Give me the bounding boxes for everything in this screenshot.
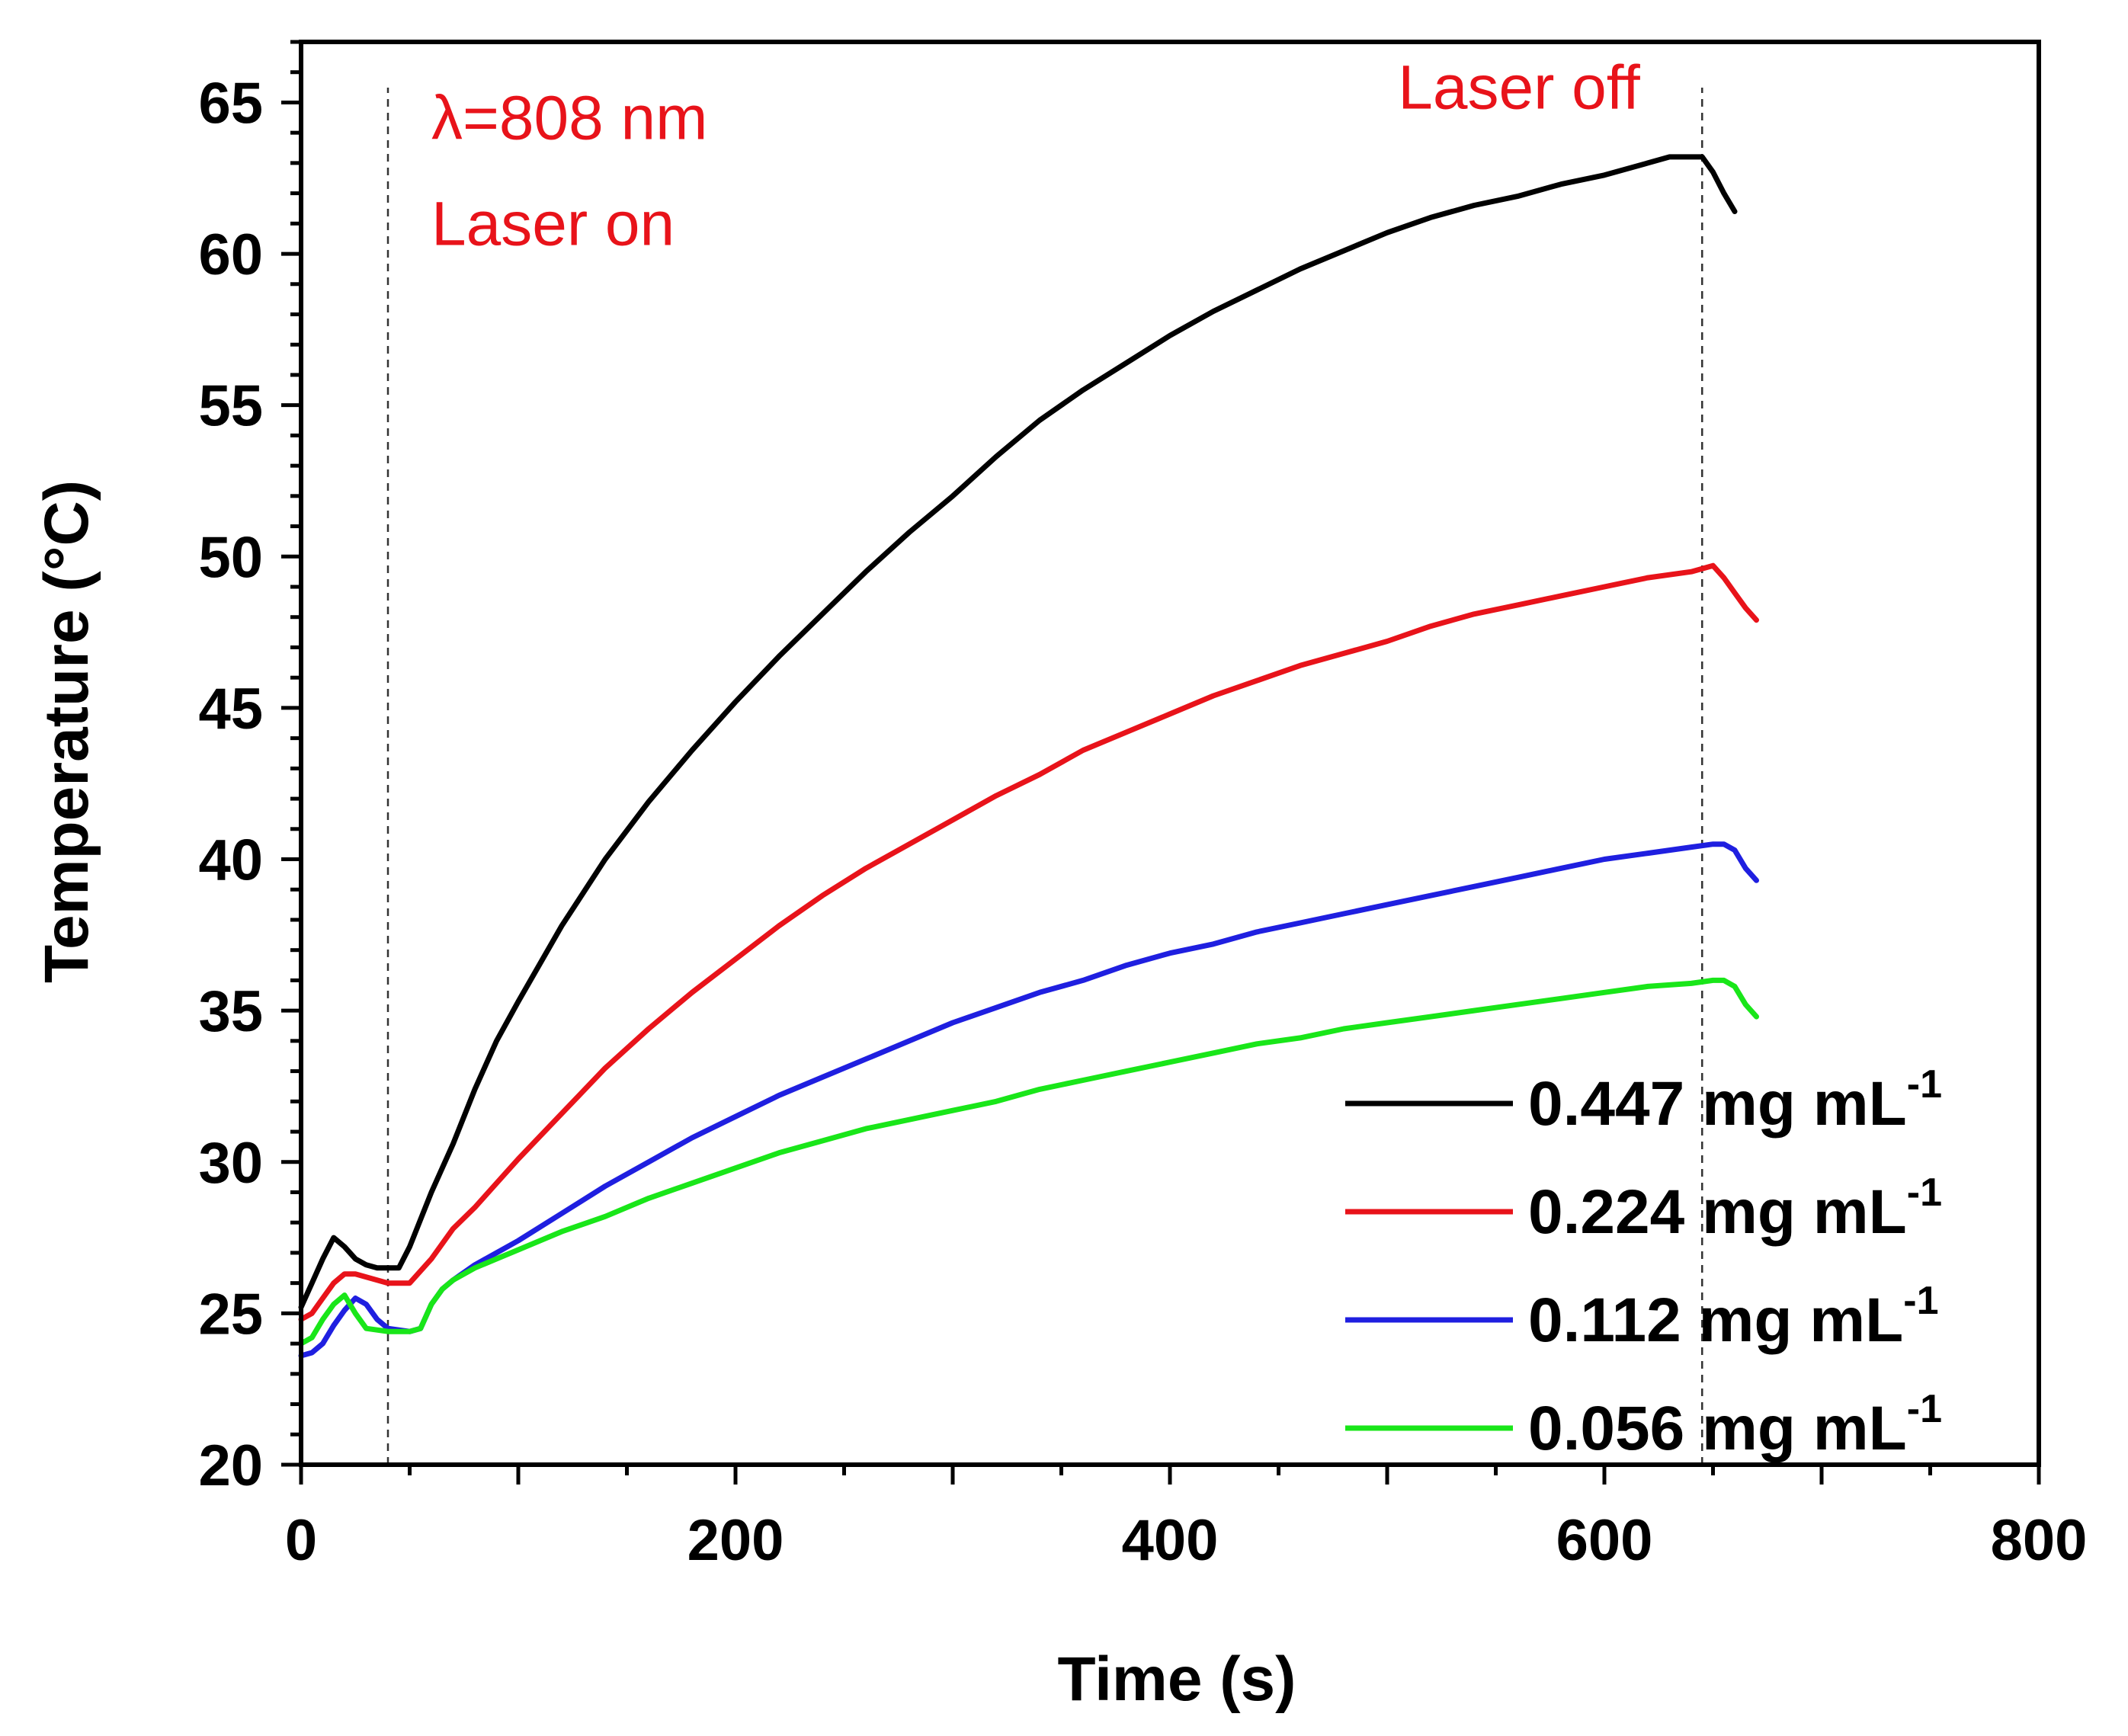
y-tick-label: 65 xyxy=(198,71,263,136)
y-tick-label: 50 xyxy=(198,525,263,590)
y-tick-label: 35 xyxy=(198,979,263,1044)
x-tick-label: 800 xyxy=(1991,1508,2088,1573)
axes: 0 200 400 600 800 20 25 30 35 40 45 50 55 60 65 xyxy=(198,40,2088,1573)
legend-superscript-0: -1 xyxy=(1907,1062,1942,1107)
legend-superscript-1: -1 xyxy=(1907,1171,1942,1215)
reference-lines xyxy=(386,88,1703,1465)
y-axis-title: Temperature (°C) xyxy=(32,480,101,983)
y-tick-label: 40 xyxy=(198,828,263,893)
series-line-0 xyxy=(298,154,1738,1310)
y-tick-label: 25 xyxy=(198,1282,263,1347)
x-tick-label: 600 xyxy=(1556,1508,1653,1573)
series-lines xyxy=(298,154,1759,1359)
series-line-2 xyxy=(298,841,1759,1359)
y-tick-label: 55 xyxy=(198,374,263,439)
annotations: λ=808 nm Laser on Laser off xyxy=(431,53,1640,259)
x-tick-label: 0 xyxy=(285,1508,317,1573)
legend-label-2: 0.112 mg mL-1 xyxy=(1528,1279,1939,1355)
legend: 0.447 mg mL-1 0.224 mg mL-1 0.112 mg mL-1 0… xyxy=(1345,1062,1942,1463)
series-line-3 xyxy=(298,977,1759,1347)
series-line-1 xyxy=(298,562,1759,1322)
y-tick-label: 60 xyxy=(198,223,263,287)
annotation-1: Laser on xyxy=(431,189,675,258)
x-tick-label: 400 xyxy=(1122,1508,1219,1573)
legend-label-1: 0.224 mg mL-1 xyxy=(1528,1171,1942,1247)
legend-superscript-3: -1 xyxy=(1907,1387,1942,1431)
x-axis-title: Time (s) xyxy=(1058,1645,1296,1714)
legend-label-0: 0.447 mg mL-1 xyxy=(1528,1062,1942,1139)
annotation-2: Laser off xyxy=(1398,53,1640,123)
y-tick-label: 30 xyxy=(198,1131,263,1196)
y-tick-label: 20 xyxy=(198,1433,263,1498)
y-tick-label: 45 xyxy=(198,677,263,741)
legend-superscript-2: -1 xyxy=(1903,1279,1938,1323)
legend-label-3: 0.056 mg mL-1 xyxy=(1528,1387,1942,1463)
x-tick-label: 200 xyxy=(687,1508,784,1573)
annotation-0: λ=808 nm xyxy=(431,83,707,152)
